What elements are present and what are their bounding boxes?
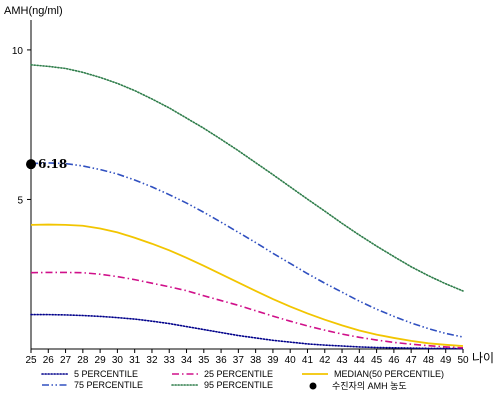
x-tick-label: 43 bbox=[336, 355, 348, 366]
x-tick-label: 34 bbox=[181, 355, 193, 366]
y-axis-title: AMH(ng/ml) bbox=[4, 5, 63, 17]
patient-amh-value-label: 6.18 bbox=[38, 157, 67, 171]
x-tick-label: 33 bbox=[164, 355, 176, 366]
series-layer bbox=[30, 64, 464, 350]
legend-label: 25 PERCENTILE bbox=[204, 369, 273, 379]
x-tick-label: 42 bbox=[319, 355, 331, 366]
series-line-95-percentile bbox=[30, 64, 464, 292]
x-tick-label: 35 bbox=[198, 355, 210, 366]
x-tick-label: 40 bbox=[285, 355, 297, 366]
x-tick-label: 28 bbox=[77, 355, 89, 366]
x-tick-label: 25 bbox=[25, 355, 37, 366]
x-tick-label: 27 bbox=[60, 355, 72, 366]
x-tick-label: 46 bbox=[388, 355, 400, 366]
series-line-25-percentile bbox=[30, 271, 464, 349]
series-line-median-50-percentile bbox=[30, 223, 464, 347]
legend-marker-swatch bbox=[309, 382, 317, 390]
legend-marker-label: 수진자의 AMH 농도 bbox=[332, 381, 407, 391]
x-tick-label: 38 bbox=[250, 355, 262, 366]
x-axis-unit: 나이 bbox=[472, 351, 494, 365]
x-tick-label: 37 bbox=[233, 355, 245, 366]
x-tick-label: 49 bbox=[440, 355, 452, 366]
patient-amh-marker bbox=[26, 159, 36, 170]
x-tick-label: 44 bbox=[354, 355, 366, 366]
legend-label: 95 PERCENTILE bbox=[204, 380, 273, 390]
y-tick-label: 5 bbox=[17, 195, 23, 206]
x-tick-label: 47 bbox=[406, 355, 418, 366]
x-tick-label: 26 bbox=[43, 355, 55, 366]
x-tick-label: 31 bbox=[129, 355, 141, 366]
axes: 5 10 25 26 27 28 29 30 31 32 33 34 35 36 37 38 39 40 41 42 4… bbox=[12, 20, 469, 366]
x-tick-label: 30 bbox=[112, 355, 124, 366]
marker-layer: 6.18 bbox=[26, 157, 67, 171]
x-tick-label: 39 bbox=[267, 355, 279, 366]
legend-label: 75 PERCENTILE bbox=[74, 380, 143, 390]
series-line-5-percentile bbox=[30, 313, 464, 350]
x-tick-label: 36 bbox=[216, 355, 228, 366]
x-tick-label: 45 bbox=[371, 355, 383, 366]
x-tick-label: 41 bbox=[302, 355, 314, 366]
legend-label: 5 PERCENTILE bbox=[74, 369, 138, 379]
legend: 5 PERCENTILE 25 PERCENTILE MEDIAN(50 PERCE… bbox=[41, 369, 444, 391]
x-tick-label: 32 bbox=[146, 355, 158, 366]
x-tick-label: 50 bbox=[457, 355, 469, 366]
legend-label: MEDIAN(50 PERCENTILE) bbox=[334, 369, 444, 379]
y-tick-label: 10 bbox=[12, 46, 24, 57]
x-tick-label: 29 bbox=[95, 355, 107, 366]
x-tick-label: 48 bbox=[423, 355, 435, 366]
series-line-75-percentile bbox=[30, 162, 464, 338]
